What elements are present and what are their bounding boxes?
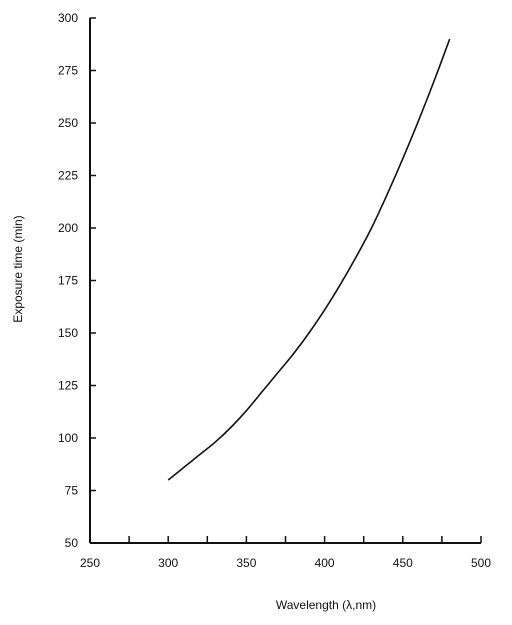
x-tick-label: 250 <box>80 556 100 570</box>
y-ticks: 50 75 100 125 150 175 200 225 250 275 300 <box>58 11 96 550</box>
y-tick-label: 75 <box>65 484 79 498</box>
y-tick-label: 175 <box>58 274 78 288</box>
x-tick-label: 400 <box>315 556 335 570</box>
y-tick-label: 200 <box>58 221 78 235</box>
y-tick-label: 225 <box>58 169 78 183</box>
y-tick-label: 275 <box>58 64 78 78</box>
axes <box>89 18 481 544</box>
x-tick-label: 350 <box>236 556 256 570</box>
x-tick-label: 300 <box>158 556 178 570</box>
x-tick-label: 450 <box>393 556 413 570</box>
x-axis-title: Wavelength (λ,nm) <box>276 598 376 612</box>
y-tick-label: 100 <box>58 431 78 445</box>
x-tick-label: 500 <box>471 556 491 570</box>
series-line <box>167 38 451 481</box>
y-tick-label: 50 <box>65 536 79 550</box>
y-axis-title: Exposure time (min) <box>11 215 25 322</box>
y-tick-label: 300 <box>58 11 78 25</box>
x-ticks: 250 300 350 400 450 500 <box>80 536 491 570</box>
y-tick-label: 250 <box>58 116 78 130</box>
y-tick-label: 125 <box>58 379 78 393</box>
y-tick-label: 150 <box>58 326 78 340</box>
series-layer <box>167 38 451 481</box>
